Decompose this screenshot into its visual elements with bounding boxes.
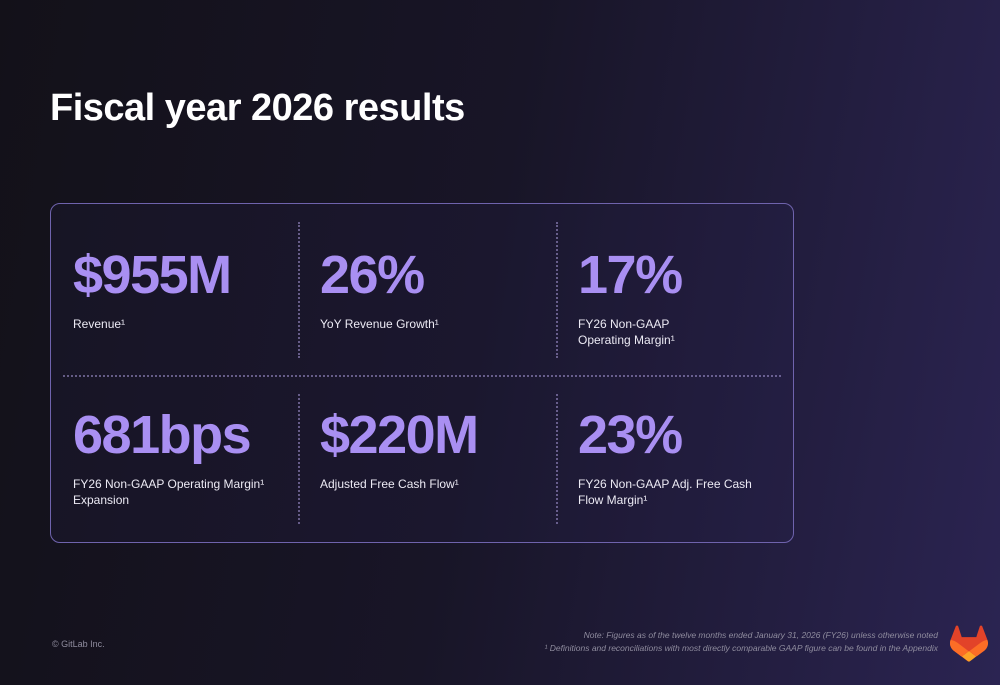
metric-value: 23% <box>578 405 683 465</box>
metric-value: 17% <box>578 245 683 305</box>
metrics-card: $955M Revenue¹ 26% YoY Revenue Growth¹ 1… <box>50 203 794 543</box>
metric-cell-yoy-growth: 26% YoY Revenue Growth¹ <box>298 204 556 376</box>
metric-value: $220M <box>320 405 479 465</box>
metric-label: FY26 Non-GAAP Operating Margin¹ <box>578 317 675 348</box>
metric-label: Revenue¹ <box>73 317 126 331</box>
metric-label: FY26 Non-GAAP Adj. Free Cash Flow Margin… <box>578 477 752 508</box>
metric-cell-free-cash-flow: $220M Adjusted Free Cash Flow¹ <box>298 376 556 542</box>
metric-cell-fcf-margin: 23% FY26 Non-GAAP Adj. Free Cash Flow Ma… <box>556 376 793 542</box>
metric-cell-operating-margin: 17% FY26 Non-GAAP Operating Margin¹ <box>556 204 793 376</box>
metric-value: 26% <box>320 245 425 305</box>
metric-value: 681bps <box>73 405 252 465</box>
gitlab-logo-icon <box>949 625 989 662</box>
footnote-line-1: Note: Figures as of the twelve months en… <box>583 629 938 640</box>
footnote-line-2: ¹ Definitions and reconciliations with m… <box>544 642 938 653</box>
page-title: Fiscal year 2026 results <box>50 87 465 130</box>
copyright-text: © GitLab Inc. <box>52 639 105 649</box>
metric-label: FY26 Non-GAAP Operating Margin¹ Expansio… <box>73 477 265 508</box>
footnotes: Note: Figures as of the twelve months en… <box>545 629 938 655</box>
metric-cell-margin-expansion: 681bps FY26 Non-GAAP Operating Margin¹ E… <box>51 376 298 542</box>
metric-cell-revenue: $955M Revenue¹ <box>51 204 298 376</box>
horizontal-dotted-divider <box>63 375 781 377</box>
metric-label: Adjusted Free Cash Flow¹ <box>320 477 459 491</box>
metric-value: $955M <box>73 245 232 305</box>
metric-label: YoY Revenue Growth¹ <box>320 317 439 331</box>
